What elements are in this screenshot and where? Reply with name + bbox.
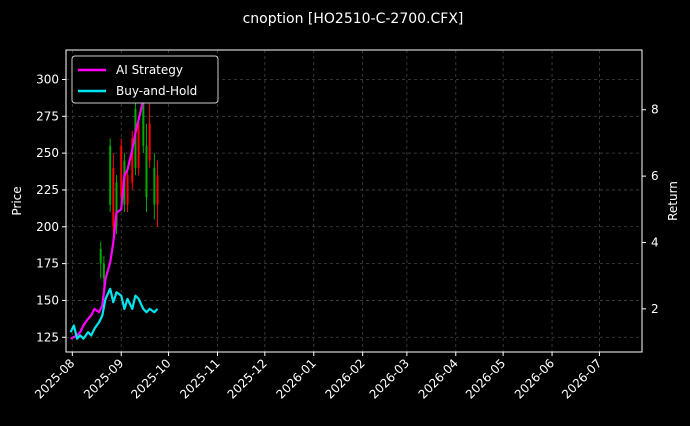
candle-body (148, 123, 151, 161)
legend-label-buy-and-hold: Buy-and-Hold (116, 84, 197, 98)
series-line-buy-and-hold (69, 287, 159, 340)
right-tick-label: 2 (651, 302, 659, 316)
left-axis-ticks: 125 150 175 200 225 250 275 300 (36, 72, 66, 344)
candle-body (131, 138, 134, 183)
right-axis-title: Return (666, 181, 680, 221)
candle-body (112, 167, 115, 227)
candle-body (142, 94, 145, 146)
legend-label-ai-strategy: AI Strategy (116, 63, 183, 77)
left-tick-label: 200 (36, 220, 59, 234)
left-tick-label: 300 (36, 72, 59, 86)
right-tick-label: 6 (651, 169, 659, 183)
right-axis-ticks: 2 4 6 8 (642, 103, 659, 316)
candle-body (102, 263, 105, 279)
left-axis-title: Price (10, 186, 24, 215)
candle-body (126, 175, 129, 205)
left-tick-label: 175 (36, 257, 59, 271)
legend-box (71, 55, 219, 104)
candle-body (156, 175, 159, 205)
candle-body (137, 123, 140, 168)
left-tick-label: 125 (36, 330, 59, 344)
left-tick-label: 250 (36, 146, 59, 160)
left-tick-label: 275 (36, 109, 59, 123)
chart-title: cnoption [HO2510-C-2700.CFX] (243, 11, 464, 27)
candle-body (145, 145, 148, 198)
legend: AI Strategy Buy-and-Hold (71, 55, 219, 104)
candle-body (120, 145, 123, 198)
right-tick-label: 4 (651, 235, 659, 249)
candle-body (153, 167, 156, 205)
candle-body (109, 145, 112, 205)
candle-body (99, 248, 102, 264)
left-tick-label: 150 (36, 293, 59, 307)
candle-body (115, 182, 118, 227)
right-tick-label: 8 (651, 103, 659, 117)
plot-frame (65, 49, 643, 353)
left-tick-label: 225 (36, 183, 59, 197)
